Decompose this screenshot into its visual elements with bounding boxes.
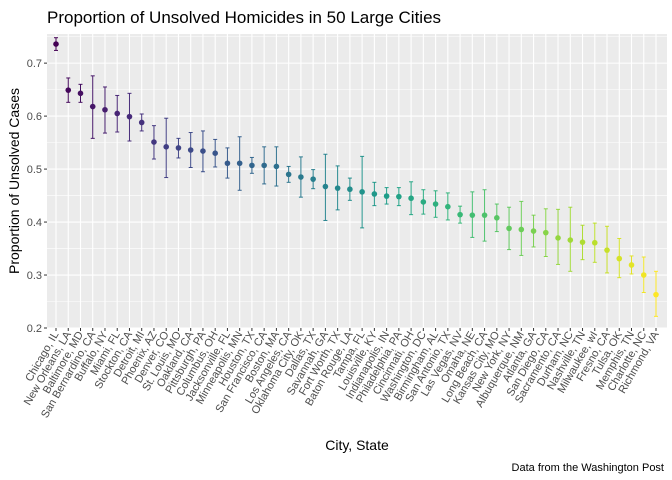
data-point	[653, 291, 659, 298]
data-point	[347, 186, 353, 193]
data-point	[457, 211, 463, 218]
data-point	[138, 119, 145, 126]
y-tick-label: 0.7	[27, 58, 42, 70]
data-point	[53, 41, 59, 47]
data-point	[102, 106, 108, 113]
data-point	[420, 199, 427, 205]
y-tick-label: 0.2	[27, 323, 42, 335]
y-tick-label: 0.5	[27, 164, 42, 176]
data-point	[383, 193, 390, 199]
data-point	[114, 110, 121, 117]
data-point	[334, 185, 341, 191]
y-tick-label: 0.6	[27, 111, 42, 123]
y-axis-title: Proportion of Unsolved Cases	[6, 88, 22, 274]
data-point	[163, 144, 170, 150]
data-point	[261, 162, 267, 169]
data-point	[567, 237, 574, 243]
data-point	[359, 189, 365, 195]
data-point	[89, 103, 96, 110]
data-point	[555, 235, 561, 241]
data-point	[518, 226, 525, 233]
grid-lines	[47, 34, 667, 329]
data-point	[236, 160, 243, 167]
data-point	[187, 147, 194, 153]
data-point	[640, 272, 647, 278]
x-axis-title: City, State	[325, 437, 389, 453]
data-point	[432, 201, 439, 207]
y-axis: 0.2 0.3 0.4 0.5 0.6 0.7	[27, 58, 47, 335]
data-point	[151, 139, 157, 145]
data-point	[273, 163, 280, 170]
data-point	[445, 203, 451, 210]
data-point	[298, 174, 304, 180]
data-point	[604, 247, 610, 253]
data-point	[628, 262, 635, 268]
data-point	[591, 239, 598, 246]
data-point	[212, 150, 218, 156]
data-point	[579, 239, 586, 245]
data-point	[371, 191, 378, 197]
data-point	[616, 255, 623, 262]
data-point	[175, 145, 182, 151]
data-marks	[53, 37, 659, 317]
data-point	[396, 193, 402, 200]
data-point	[77, 90, 84, 97]
data-point	[249, 162, 255, 169]
data-point	[126, 113, 133, 120]
y-tick-label: 0.3	[27, 270, 42, 282]
plot-panel	[47, 34, 667, 328]
data-point	[224, 160, 231, 167]
data-point	[494, 215, 500, 221]
data-point	[408, 195, 414, 202]
data-point	[530, 228, 537, 234]
data-point	[285, 171, 292, 178]
data-point	[200, 148, 206, 154]
data-point	[506, 225, 512, 232]
data-point	[542, 229, 549, 236]
y-tick-label: 0.4	[27, 217, 42, 229]
chart-title: Proportion of Unsolved Homicides in 50 L…	[47, 8, 441, 27]
data-point	[322, 183, 329, 190]
data-point	[481, 212, 488, 218]
caption: Data from the Washington Post	[512, 462, 664, 474]
data-point	[310, 176, 316, 182]
data-point	[65, 87, 72, 93]
data-point	[469, 212, 476, 218]
